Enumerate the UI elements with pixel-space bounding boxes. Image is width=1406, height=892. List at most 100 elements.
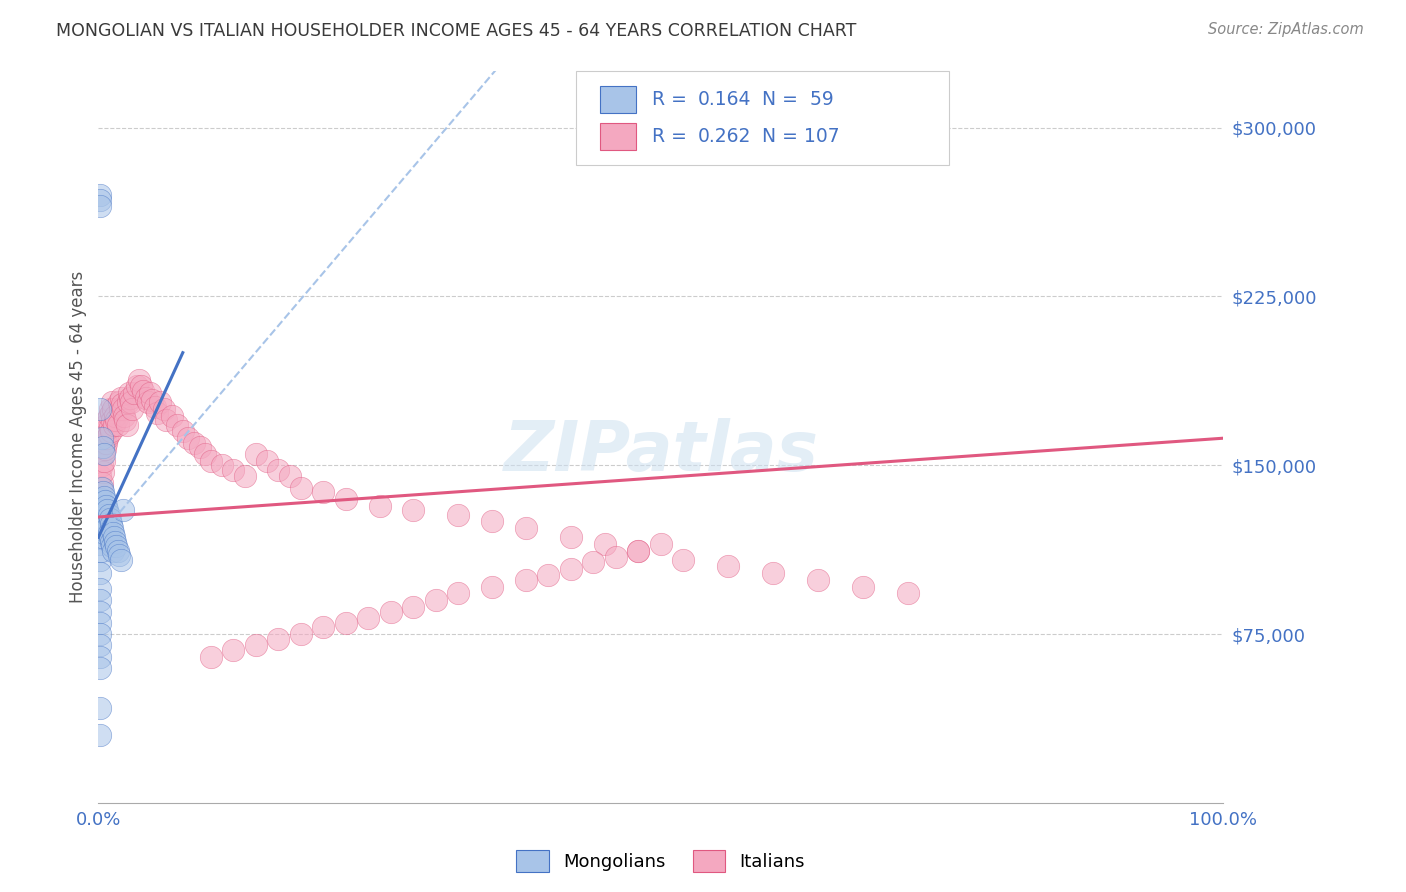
Point <box>807 573 830 587</box>
Point <box>593 537 616 551</box>
Point <box>368 499 391 513</box>
Point <box>90 481 112 495</box>
Point <box>101 401 124 416</box>
Point <box>132 384 155 398</box>
Point <box>111 397 134 411</box>
Point <box>380 605 402 619</box>
Point <box>89 593 111 607</box>
Point <box>256 453 278 467</box>
Point <box>96 435 118 450</box>
Point <box>94 425 117 439</box>
Point <box>762 566 785 581</box>
Point <box>100 534 122 549</box>
Point <box>93 435 115 450</box>
Point <box>166 417 188 432</box>
Point <box>650 537 672 551</box>
Point <box>402 599 425 614</box>
Point <box>90 515 112 529</box>
Point <box>627 543 650 558</box>
Point <box>335 491 357 506</box>
Point <box>222 463 245 477</box>
Point <box>93 453 115 467</box>
Point <box>100 516 122 531</box>
Point <box>290 627 312 641</box>
Point <box>89 661 111 675</box>
Point <box>104 409 127 423</box>
Point <box>89 649 111 664</box>
Point <box>627 543 650 558</box>
Point <box>94 512 117 526</box>
Point <box>515 521 537 535</box>
Point <box>89 615 111 630</box>
Point <box>447 508 470 522</box>
Point <box>143 400 166 414</box>
Point <box>90 431 112 445</box>
Point <box>97 426 120 441</box>
Point <box>107 395 129 409</box>
Point <box>89 401 111 416</box>
Point <box>672 553 695 567</box>
Point <box>560 530 582 544</box>
Point <box>94 442 117 457</box>
Point <box>96 413 118 427</box>
Point <box>98 512 121 526</box>
Point <box>118 391 141 405</box>
Point <box>89 469 111 483</box>
Point <box>89 582 111 596</box>
Point <box>425 593 447 607</box>
Point <box>96 521 118 535</box>
Point <box>91 440 114 454</box>
Point <box>89 627 111 641</box>
Point <box>94 494 117 508</box>
Point <box>101 521 124 535</box>
Point <box>107 417 129 432</box>
Point <box>97 508 120 522</box>
Point <box>108 401 131 416</box>
Point <box>335 615 357 630</box>
Point <box>90 481 112 495</box>
Point <box>98 401 121 416</box>
Y-axis label: Householder Income Ages 45 - 64 years: Householder Income Ages 45 - 64 years <box>69 271 87 603</box>
Point <box>89 188 111 202</box>
Point <box>124 386 146 401</box>
Point <box>107 548 129 562</box>
Point <box>233 469 256 483</box>
Point <box>98 420 121 434</box>
Text: 0.164: 0.164 <box>697 90 751 109</box>
Point <box>245 447 267 461</box>
Text: ZIPatlas: ZIPatlas <box>503 418 818 485</box>
Point <box>211 458 233 473</box>
Point <box>89 508 111 522</box>
Point <box>120 395 142 409</box>
Point <box>188 440 211 454</box>
Point <box>105 413 128 427</box>
Point <box>89 521 111 535</box>
Point <box>101 395 124 409</box>
Point <box>200 453 222 467</box>
Point <box>101 543 124 558</box>
Point <box>91 503 114 517</box>
Point <box>582 555 605 569</box>
Point <box>98 530 121 544</box>
Point <box>90 530 112 544</box>
Point <box>110 391 132 405</box>
Point <box>90 458 112 473</box>
Point <box>135 391 157 405</box>
Point <box>136 395 159 409</box>
Point <box>194 447 217 461</box>
Point <box>96 417 118 432</box>
Point <box>402 503 425 517</box>
Point <box>152 401 174 416</box>
Point <box>89 193 111 207</box>
Point <box>89 605 111 619</box>
Point <box>93 525 115 540</box>
Point <box>96 516 118 531</box>
Point <box>515 573 537 587</box>
Point <box>103 530 125 544</box>
Point <box>103 417 125 432</box>
Point <box>267 463 290 477</box>
Point <box>146 407 169 421</box>
Point <box>129 379 152 393</box>
Point <box>101 413 124 427</box>
Point <box>481 580 503 594</box>
